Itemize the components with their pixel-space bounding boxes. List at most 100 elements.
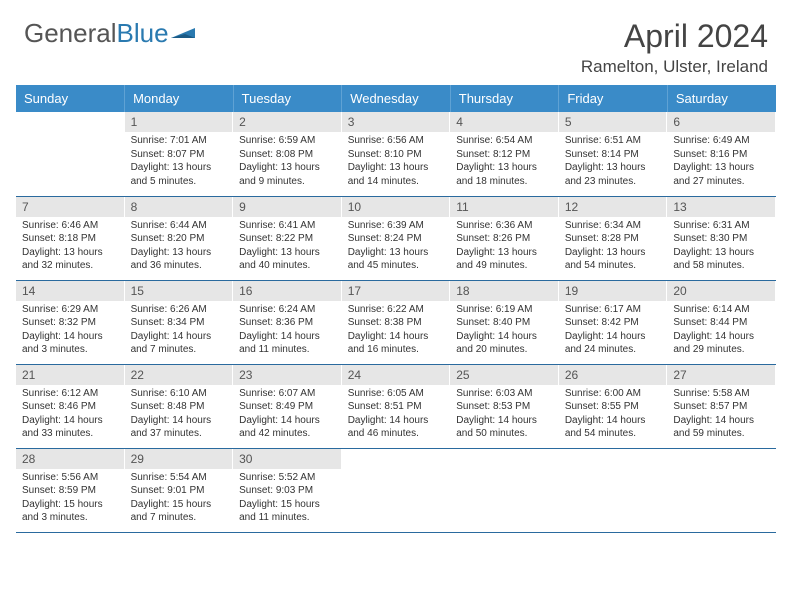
calendar-day-cell: 13Sunrise: 6:31 AMSunset: 8:30 PMDayligh… bbox=[667, 196, 776, 280]
day-content: Sunrise: 6:39 AMSunset: 8:24 PMDaylight:… bbox=[348, 219, 445, 273]
day-content-line: and 16 minutes. bbox=[348, 343, 445, 357]
day-content: Sunrise: 6:44 AMSunset: 8:20 PMDaylight:… bbox=[131, 219, 228, 273]
calendar-day-cell: 17Sunrise: 6:22 AMSunset: 8:38 PMDayligh… bbox=[342, 280, 451, 364]
day-content-line: Sunset: 8:48 PM bbox=[131, 400, 228, 414]
day-number: 16 bbox=[233, 281, 342, 301]
day-content-line: Sunrise: 6:29 AM bbox=[22, 303, 119, 317]
day-content-line: and 58 minutes. bbox=[673, 259, 770, 273]
day-content-line: and 45 minutes. bbox=[348, 259, 445, 273]
weekday-header: Friday bbox=[559, 85, 668, 112]
day-content-line: Daylight: 14 hours bbox=[22, 330, 119, 344]
day-content-line: Sunrise: 5:56 AM bbox=[22, 471, 119, 485]
calendar-day-cell: 6Sunrise: 6:49 AMSunset: 8:16 PMDaylight… bbox=[667, 112, 776, 196]
day-content-line: Sunrise: 6:41 AM bbox=[239, 219, 336, 233]
day-content-line: Daylight: 14 hours bbox=[131, 414, 228, 428]
calendar-head: SundayMondayTuesdayWednesdayThursdayFrid… bbox=[16, 85, 776, 112]
calendar-day-cell: 4Sunrise: 6:54 AMSunset: 8:12 PMDaylight… bbox=[450, 112, 559, 196]
day-number: 2 bbox=[233, 112, 342, 132]
day-content-line: Sunset: 8:51 PM bbox=[348, 400, 445, 414]
day-content: Sunrise: 6:19 AMSunset: 8:40 PMDaylight:… bbox=[456, 303, 553, 357]
day-content-line: Sunrise: 6:59 AM bbox=[239, 134, 336, 148]
day-content-line: and 32 minutes. bbox=[22, 259, 119, 273]
day-content-line: Sunrise: 6:54 AM bbox=[456, 134, 553, 148]
calendar-body: 1Sunrise: 7:01 AMSunset: 8:07 PMDaylight… bbox=[16, 112, 776, 532]
day-number: 7 bbox=[16, 197, 125, 217]
day-number: 14 bbox=[16, 281, 125, 301]
day-content-line: and 50 minutes. bbox=[456, 427, 553, 441]
day-content-line: Sunrise: 6:51 AM bbox=[565, 134, 662, 148]
weekday-header: Saturday bbox=[667, 85, 776, 112]
day-number: 9 bbox=[233, 197, 342, 217]
day-content-line: Sunset: 8:40 PM bbox=[456, 316, 553, 330]
day-content-line: Daylight: 14 hours bbox=[348, 330, 445, 344]
calendar-day-cell: 15Sunrise: 6:26 AMSunset: 8:34 PMDayligh… bbox=[125, 280, 234, 364]
day-content-line: Sunset: 8:08 PM bbox=[239, 148, 336, 162]
day-number: 28 bbox=[16, 449, 125, 469]
calendar-week-row: 28Sunrise: 5:56 AMSunset: 8:59 PMDayligh… bbox=[16, 448, 776, 532]
day-content-line: Daylight: 14 hours bbox=[456, 414, 553, 428]
day-content-line: and 36 minutes. bbox=[131, 259, 228, 273]
day-content: Sunrise: 6:56 AMSunset: 8:10 PMDaylight:… bbox=[348, 134, 445, 188]
day-content: Sunrise: 6:54 AMSunset: 8:12 PMDaylight:… bbox=[456, 134, 553, 188]
day-content-line: Sunset: 8:10 PM bbox=[348, 148, 445, 162]
location: Ramelton, Ulster, Ireland bbox=[581, 57, 768, 77]
day-number: 12 bbox=[559, 197, 668, 217]
day-content-line: Daylight: 13 hours bbox=[456, 246, 553, 260]
calendar-day-cell: 20Sunrise: 6:14 AMSunset: 8:44 PMDayligh… bbox=[667, 280, 776, 364]
day-content-line: Sunrise: 6:05 AM bbox=[348, 387, 445, 401]
day-content: Sunrise: 6:26 AMSunset: 8:34 PMDaylight:… bbox=[131, 303, 228, 357]
day-number: 11 bbox=[450, 197, 559, 217]
day-content-line: Sunrise: 6:36 AM bbox=[456, 219, 553, 233]
day-content: Sunrise: 6:41 AMSunset: 8:22 PMDaylight:… bbox=[239, 219, 336, 273]
calendar-day-cell: 28Sunrise: 5:56 AMSunset: 8:59 PMDayligh… bbox=[16, 448, 125, 532]
day-content-line: Sunset: 8:53 PM bbox=[456, 400, 553, 414]
day-number: 20 bbox=[667, 281, 776, 301]
day-number: 23 bbox=[233, 365, 342, 385]
day-content-line: and 11 minutes. bbox=[239, 343, 336, 357]
calendar-day-cell: 11 Sunrise: 6:36 AMSunset: 8:26 PMDayligh… bbox=[450, 196, 559, 280]
day-content: Sunrise: 6:14 AMSunset: 8:44 PMDaylight:… bbox=[673, 303, 770, 357]
day-number: 10 bbox=[342, 197, 451, 217]
day-content-line: Sunrise: 6:34 AM bbox=[565, 219, 662, 233]
day-content-line: Sunrise: 6:19 AM bbox=[456, 303, 553, 317]
day-content: Sunrise: 5:52 AMSunset: 9:03 PMDaylight:… bbox=[239, 471, 336, 525]
day-content-line: Sunset: 8:28 PM bbox=[565, 232, 662, 246]
calendar-day-cell: 25Sunrise: 6:03 AMSunset: 8:53 PMDayligh… bbox=[450, 364, 559, 448]
day-content-line: Sunrise: 5:54 AM bbox=[131, 471, 228, 485]
day-content-line: and 49 minutes. bbox=[456, 259, 553, 273]
day-content-line: Sunset: 8:36 PM bbox=[239, 316, 336, 330]
day-number bbox=[16, 112, 125, 132]
day-content-line: and 42 minutes. bbox=[239, 427, 336, 441]
day-content-line: Daylight: 14 hours bbox=[565, 330, 662, 344]
day-content: Sunrise: 6:51 AMSunset: 8:14 PMDaylight:… bbox=[565, 134, 662, 188]
day-content-line: Daylight: 13 hours bbox=[565, 161, 662, 175]
day-content-line: Sunset: 8:26 PM bbox=[456, 232, 553, 246]
calendar-day-cell: 12Sunrise: 6:34 AMSunset: 8:28 PMDayligh… bbox=[559, 196, 668, 280]
day-content-line: Sunset: 8:46 PM bbox=[22, 400, 119, 414]
day-content-line: and 33 minutes. bbox=[22, 427, 119, 441]
day-content-line: Sunrise: 6:03 AM bbox=[456, 387, 553, 401]
day-content: Sunrise: 6:59 AMSunset: 8:08 PMDaylight:… bbox=[239, 134, 336, 188]
calendar-table: SundayMondayTuesdayWednesdayThursdayFrid… bbox=[16, 85, 776, 533]
calendar-day-cell: 23Sunrise: 6:07 AMSunset: 8:49 PMDayligh… bbox=[233, 364, 342, 448]
day-number: 21 bbox=[16, 365, 125, 385]
day-content: Sunrise: 6:31 AMSunset: 8:30 PMDaylight:… bbox=[673, 219, 770, 273]
day-content: Sunrise: 6:29 AMSunset: 8:32 PMDaylight:… bbox=[22, 303, 119, 357]
day-content-line: Daylight: 13 hours bbox=[348, 246, 445, 260]
day-content-line: Daylight: 13 hours bbox=[239, 246, 336, 260]
calendar-week-row: 14Sunrise: 6:29 AMSunset: 8:32 PMDayligh… bbox=[16, 280, 776, 364]
day-content: Sunrise: 6:10 AMSunset: 8:48 PMDaylight:… bbox=[131, 387, 228, 441]
day-number: 26 bbox=[559, 365, 668, 385]
day-content: Sunrise: 6:49 AMSunset: 8:16 PMDaylight:… bbox=[673, 134, 770, 188]
day-content-line: and 23 minutes. bbox=[565, 175, 662, 189]
calendar-day-cell: 14Sunrise: 6:29 AMSunset: 8:32 PMDayligh… bbox=[16, 280, 125, 364]
day-content-line: Sunrise: 6:39 AM bbox=[348, 219, 445, 233]
calendar-day-cell: 8Sunrise: 6:44 AMSunset: 8:20 PMDaylight… bbox=[125, 196, 234, 280]
day-content-line: Sunrise: 6:07 AM bbox=[239, 387, 336, 401]
day-number bbox=[342, 449, 451, 469]
day-number: 13 bbox=[667, 197, 776, 217]
calendar-day-cell: 21Sunrise: 6:12 AMSunset: 8:46 PMDayligh… bbox=[16, 364, 125, 448]
day-content-line: Sunrise: 6:17 AM bbox=[565, 303, 662, 317]
weekday-header: Monday bbox=[125, 85, 234, 112]
day-number: 29 bbox=[125, 449, 234, 469]
